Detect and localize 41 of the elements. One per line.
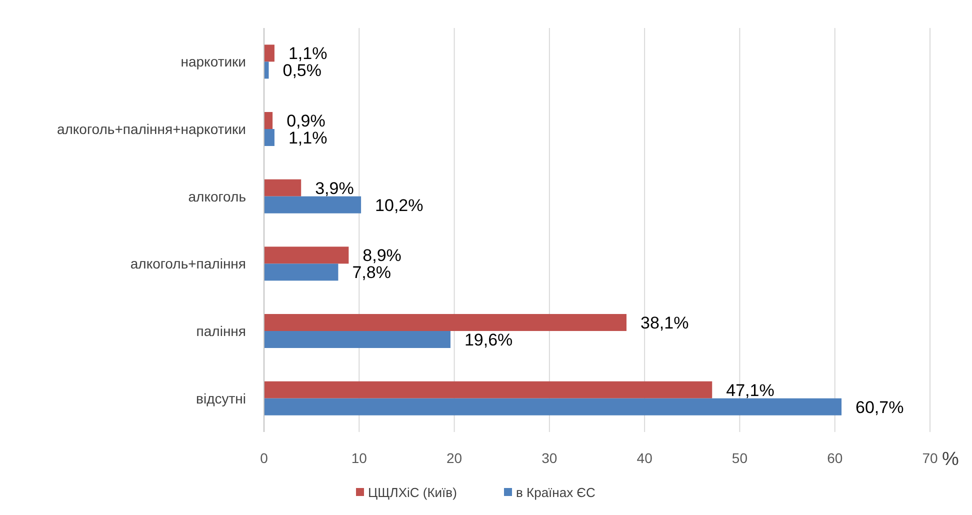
bar [264, 179, 302, 196]
bar [264, 381, 712, 398]
legend-label: ЦЩЛХіС (Київ) [368, 485, 457, 500]
data-label: 8,9% [362, 246, 402, 266]
y-tick-label: алкоголь+паління+наркотики [56, 121, 246, 137]
data-label: 38,1% [640, 314, 689, 332]
x-tick-label: 40 [636, 450, 653, 466]
y-tick-label: алкоголь [188, 188, 246, 204]
bar [264, 129, 274, 146]
data-label: 0,9% [286, 112, 326, 130]
x-tick-label: 0 [260, 450, 268, 466]
legend-label: в Країнах ЄС [516, 485, 596, 500]
data-label: 10,2% [375, 196, 424, 215]
bar [264, 331, 450, 348]
data-label: 60,7% [856, 398, 904, 417]
bar [264, 314, 626, 331]
data-label: 19,6% [464, 330, 513, 350]
y-tick-label: алкоголь+паління [130, 256, 246, 272]
x-tick-label: 50 [732, 450, 748, 466]
x-tick-label: 20 [446, 450, 462, 466]
data-label: 47,1% [726, 380, 774, 400]
bar [264, 264, 338, 281]
data-label: 1,1% [288, 128, 328, 148]
x-tick-label: 60 [827, 450, 843, 466]
bar [264, 112, 273, 129]
bar [264, 44, 274, 62]
bar [264, 246, 349, 264]
x-axis-title: % [942, 449, 959, 470]
data-label: 3,9% [315, 178, 354, 198]
data-label: 0,5% [282, 61, 322, 80]
bar [264, 196, 362, 214]
bar [264, 62, 269, 79]
x-tick-label: 30 [542, 450, 558, 466]
bar [264, 398, 842, 416]
x-tick-label: 70 [922, 450, 938, 466]
y-tick-label: наркотики [180, 54, 246, 70]
data-label: 1,1% [288, 44, 328, 64]
data-label: 7,8% [352, 263, 391, 282]
x-tick-label: 10 [351, 450, 368, 466]
y-tick-label: паління [196, 323, 246, 339]
y-tick-label: відсутні [196, 390, 246, 406]
